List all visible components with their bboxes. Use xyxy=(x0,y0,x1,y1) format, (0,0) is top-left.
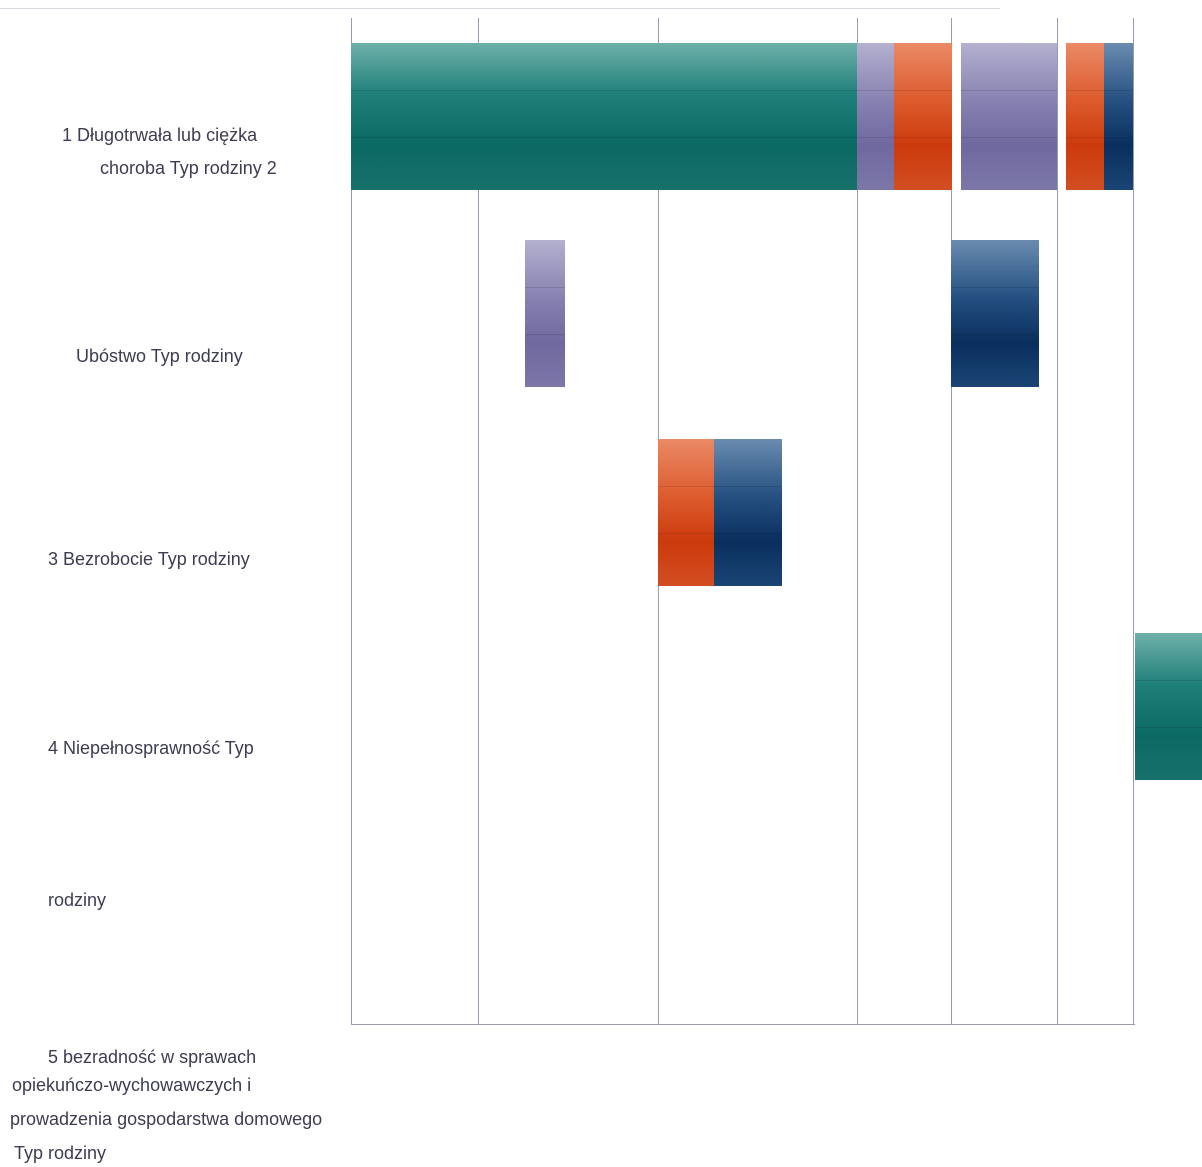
bar-segment-row3-navy-9 xyxy=(714,439,782,586)
bar-segment-row2-navy-7 xyxy=(951,240,1039,387)
category-label-3: 3 Bezrobocie Typ rodziny xyxy=(48,549,250,569)
bar-segment-row3-red-8 xyxy=(658,439,714,586)
bar-segment-row1-red-2 xyxy=(894,43,952,190)
category-label-5-line4: Typ rodziny xyxy=(14,1143,107,1163)
category-label-1-line2: choroba Typ rodziny 2 xyxy=(100,158,277,178)
category-label-5-line3: prowadzenia gospodarstwa domowego xyxy=(10,1109,323,1129)
top-rule xyxy=(0,8,1000,9)
bars xyxy=(351,43,1202,780)
bar-segment-row1-purple-3 xyxy=(961,43,1057,190)
category-label-4-line1: 4 Niepełnosprawność Typ xyxy=(48,738,254,758)
bar-segment-row1-navy-5 xyxy=(1104,43,1133,190)
category-label-1-line1: 1 Długotrwała lub ciężka xyxy=(62,125,258,145)
bar-segment-row2-purple-6 xyxy=(525,240,565,387)
category-label-5-line2: opiekuńczo-wychowawczych i xyxy=(12,1075,252,1095)
bar-segment-row4-teal-10 xyxy=(1135,633,1202,780)
category-label-4-line2: rodziny xyxy=(48,890,107,910)
category-label-2: Ubóstwo Typ rodziny xyxy=(76,346,243,366)
bar-segment-row1-teal-0 xyxy=(351,43,857,190)
bar-segment-row1-purple-1 xyxy=(857,43,894,190)
bar-segment-row1-red-4 xyxy=(1066,43,1104,190)
category-label-5-line1: 5 bezradność w sprawach xyxy=(48,1047,257,1067)
